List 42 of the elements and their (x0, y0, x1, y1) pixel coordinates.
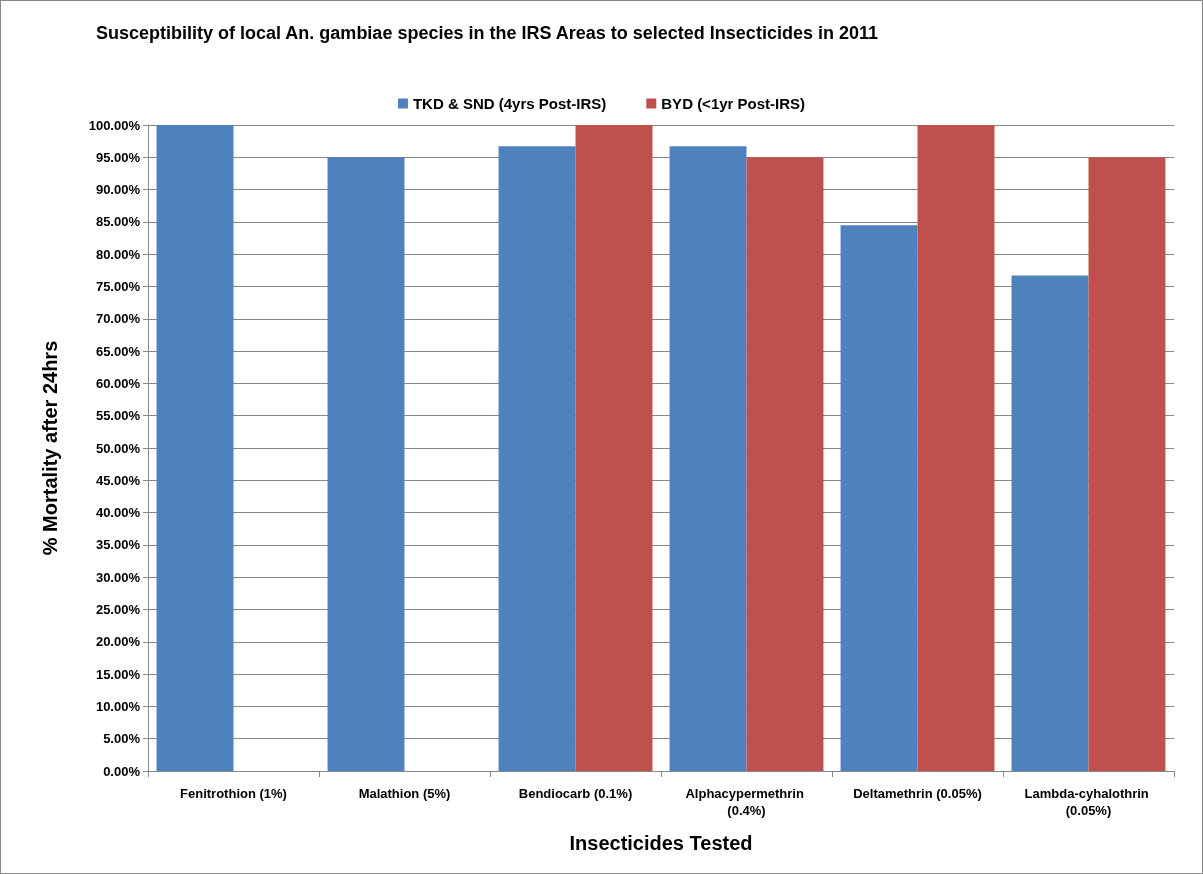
bar (669, 146, 747, 771)
legend-label: TKD & SND (4yrs Post-IRS) (412, 95, 607, 112)
y-tick-label: 80.00% (95, 246, 141, 262)
y-tick-label: 45.00% (95, 472, 141, 488)
y-tick-label: 95.00% (95, 149, 141, 165)
x-axis-title: Insecticides Tested (569, 832, 753, 854)
bar (575, 125, 653, 771)
y-tick-label: 85.00% (95, 214, 141, 230)
x-tick-label: Malathion (5%) (358, 786, 451, 801)
bar (746, 157, 824, 771)
y-tick-label: 60.00% (95, 375, 141, 391)
bar (327, 157, 405, 771)
y-tick-label: 40.00% (95, 505, 141, 521)
y-tick-label: 55.00% (95, 408, 141, 424)
x-tick-label: Alphacypermethrin (0.4%) (685, 786, 808, 818)
y-tick-label: 5.00% (103, 731, 141, 747)
y-tick-label: 100.00% (88, 117, 141, 133)
y-axis-title: % Mortality after 24hrs (39, 340, 61, 556)
x-tick-label: Fenitrothion (1%) (180, 786, 287, 801)
y-tick-label: 30.00% (95, 569, 141, 585)
x-tick-label: Lambda-cyhalothrin (0.05%) (1024, 786, 1153, 818)
bar (917, 125, 995, 771)
chart-title: Susceptibility of local An. gambiae species in the IRS Areas to selected Insecticides in 2011 (96, 23, 878, 43)
bar (1088, 157, 1166, 771)
bar (498, 146, 576, 771)
y-tick-label: 90.00% (95, 182, 141, 198)
x-tick-label: Bendiocarb (0.1%) (518, 786, 633, 801)
y-tick-label: 35.00% (95, 537, 141, 553)
y-tick-label: 65.00% (95, 343, 141, 359)
bar (156, 125, 234, 771)
y-tick-label: 25.00% (95, 602, 141, 617)
y-tick-label: 50.00% (95, 440, 141, 456)
y-tick-label: 15.00% (95, 666, 141, 682)
y-tick-label: 0.00% (103, 763, 141, 779)
x-tick-label: Deltamethrin (0.05%) (853, 786, 982, 801)
y-tick-label: 75.00% (95, 279, 141, 294)
y-tick-label: 10.00% (95, 698, 141, 714)
y-tick-label: 20.00% (95, 634, 141, 650)
bar (1011, 275, 1089, 771)
bar (840, 225, 918, 771)
legend-label: BYD (<1yr Post-IRS) (661, 95, 806, 112)
y-tick-label: 70.00% (95, 311, 141, 327)
